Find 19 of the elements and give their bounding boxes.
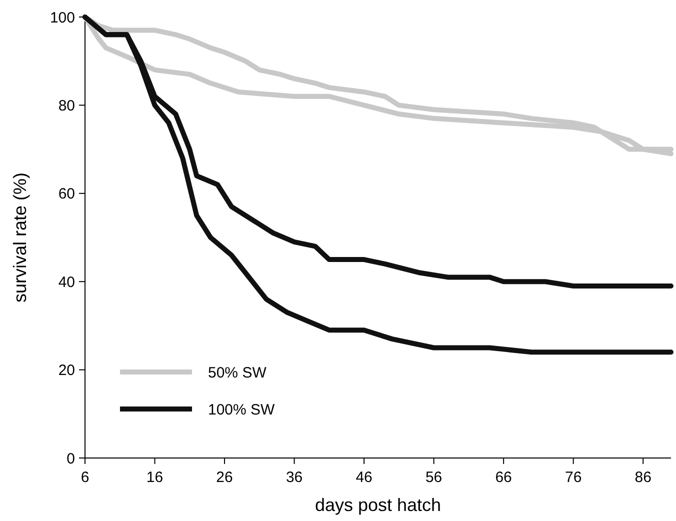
- y-tick-label: 60: [58, 186, 75, 203]
- y-tick-label: 0: [66, 450, 75, 468]
- x-tick-label: 66: [495, 469, 512, 486]
- x-tick-label: 36: [286, 469, 303, 486]
- legend-label: 50% SW: [208, 364, 268, 382]
- x-tick-label: 46: [356, 469, 372, 486]
- x-tick-label: 76: [564, 469, 582, 486]
- x-tick-label: 86: [634, 469, 652, 486]
- y-tick-label: 80: [58, 97, 75, 114]
- x-tick-label: 56: [425, 469, 442, 486]
- x-tick-label: 26: [216, 469, 233, 486]
- y-axis-title: survival rate (%): [10, 172, 30, 303]
- y-tick-label: 40: [58, 274, 75, 291]
- x-tick-label: 16: [146, 469, 164, 486]
- y-tick-label: 20: [58, 362, 75, 380]
- x-axis-title: days post hatch: [314, 495, 442, 515]
- legend-label: 100% SW: [208, 401, 276, 418]
- x-tick-label: 6: [80, 469, 90, 486]
- y-tick-label: 100: [50, 9, 75, 26]
